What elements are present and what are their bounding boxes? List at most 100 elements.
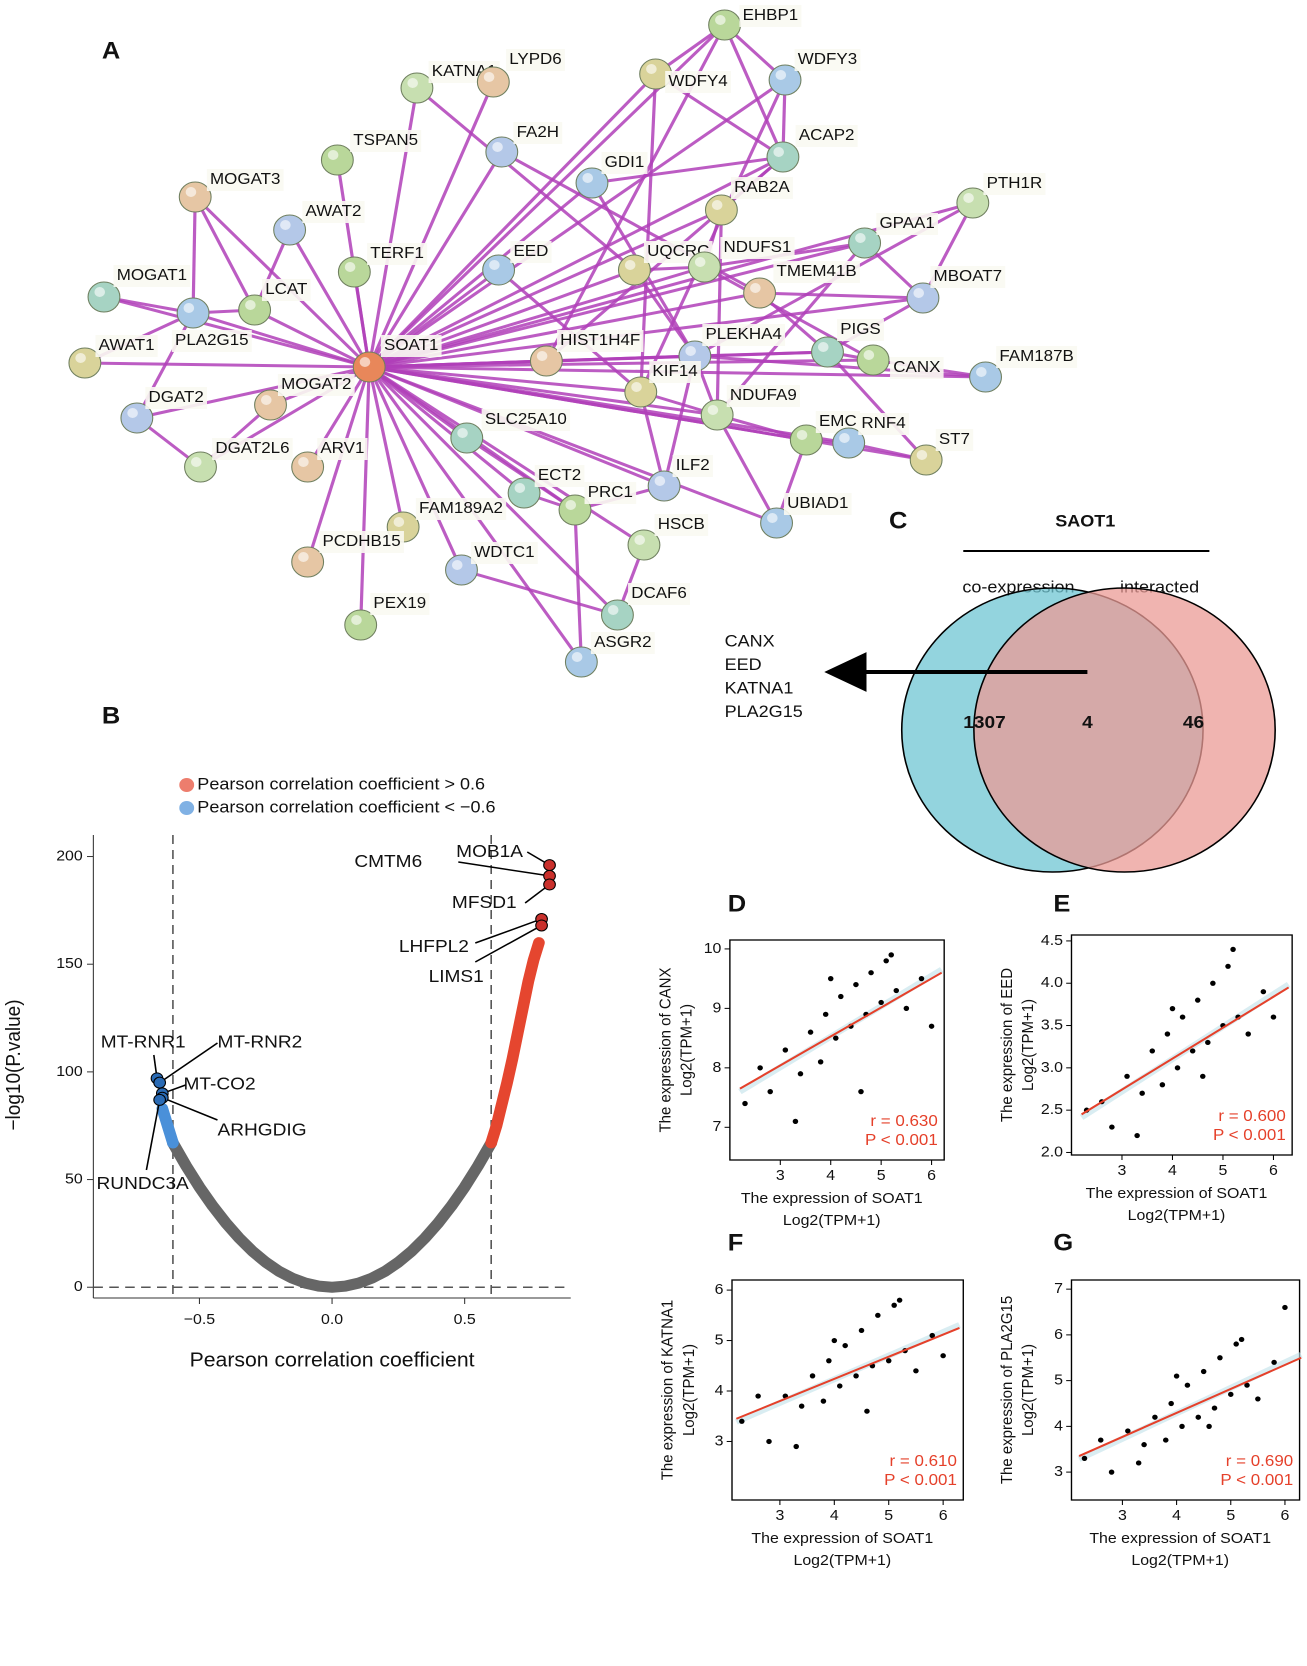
node-highlight <box>767 513 778 523</box>
data-point <box>858 1089 864 1095</box>
data-point <box>1184 1382 1191 1388</box>
interaction-edge <box>368 365 778 525</box>
interaction-edge <box>415 86 636 272</box>
y-axis-label: The expression of CANX <box>657 968 674 1133</box>
node-label: LYPD6 <box>509 51 561 68</box>
label-background <box>302 201 365 223</box>
data-point <box>858 1327 865 1334</box>
node-label: GDI1 <box>605 154 645 171</box>
interaction-edge <box>288 229 371 368</box>
label-background <box>739 5 802 27</box>
node-label: ARV1 <box>320 440 364 457</box>
correlation-stat: r = 0.600 <box>1218 1108 1285 1125</box>
node-label: RAB2A <box>734 179 790 196</box>
label-background <box>858 413 909 435</box>
data-point <box>1108 1469 1115 1475</box>
node-label: TMEM41B <box>777 263 857 280</box>
label-background <box>380 335 442 357</box>
interaction-edge <box>306 366 371 563</box>
data-point <box>1244 1382 1250 1388</box>
data-point <box>807 1029 814 1035</box>
node-highlight <box>94 287 106 297</box>
interaction-edge <box>84 361 370 369</box>
label-background <box>795 125 858 147</box>
x-tick-label: 4 <box>826 1167 835 1183</box>
data-point <box>1200 1073 1206 1079</box>
y-tick-label: 5 <box>715 1332 724 1348</box>
x-axis-label: Pearson correlation coefficient <box>190 1349 475 1371</box>
node-highlight <box>280 220 291 230</box>
correlation-stat: r = 0.690 <box>1226 1453 1293 1470</box>
data-point <box>893 987 900 994</box>
node-highlight <box>407 78 418 88</box>
node-highlight <box>489 260 500 270</box>
interaction-edge <box>723 24 785 158</box>
data-point <box>875 1312 881 1318</box>
node-highlight <box>839 433 850 443</box>
y-axis-label: −log10(P.value) <box>3 999 26 1130</box>
node-label: PTH1R <box>987 175 1043 192</box>
fit-line <box>1078 1356 1302 1457</box>
label-background <box>471 542 538 564</box>
label-background <box>534 465 585 487</box>
data-point <box>1174 1065 1181 1071</box>
label-background <box>277 374 355 396</box>
protein-node <box>766 141 800 173</box>
interaction-edge <box>573 509 583 663</box>
set-circle <box>973 587 1276 873</box>
data-point <box>798 1403 805 1409</box>
label-background <box>510 241 552 263</box>
data-point <box>1162 1437 1169 1443</box>
correlation-stat: P < 0.001 <box>884 1472 957 1489</box>
labeled-point <box>535 919 548 932</box>
node-highlight <box>963 193 974 203</box>
interaction-edge <box>368 155 784 369</box>
node-label: ECT2 <box>538 467 581 484</box>
node-highlight <box>976 367 987 377</box>
point-label: MT-RNR2 <box>217 1031 302 1051</box>
label-background <box>415 498 507 520</box>
node-label: NDUFS1 <box>724 239 792 256</box>
point-band <box>156 1102 179 1149</box>
data-point <box>1179 1014 1186 1020</box>
node-highlight <box>654 476 666 486</box>
y-tick-label: 7 <box>1054 1280 1063 1296</box>
label-background <box>367 243 428 265</box>
y-tick-label: 4 <box>715 1382 724 1398</box>
node-label: MBOAT7 <box>934 268 1002 285</box>
protein-node <box>176 297 210 329</box>
interaction-edge <box>368 365 645 547</box>
node-label: LCAT <box>265 281 307 298</box>
node-label: DGAT2 <box>149 389 204 406</box>
y-tick-label: 10 <box>704 940 722 956</box>
node-highlight <box>624 260 636 270</box>
node-highlight <box>711 200 723 210</box>
label-background <box>206 169 284 191</box>
node-label: EHBP1 <box>743 7 799 24</box>
label-background <box>481 409 571 431</box>
label-leader <box>458 861 550 877</box>
node-highlight <box>75 353 86 363</box>
y-tick-label: 4.0 <box>1041 975 1063 991</box>
interaction-edge <box>368 365 526 495</box>
node-highlight <box>694 257 706 267</box>
data-point <box>918 976 925 982</box>
node-label: MOGAT1 <box>117 267 187 284</box>
interaction-edge <box>359 366 371 626</box>
data-point <box>853 981 859 988</box>
x-axis-label: Log2(TPM+1) <box>793 1552 891 1568</box>
node-highlight <box>863 350 875 360</box>
node-label: TERF1 <box>370 245 424 262</box>
node-label: PIGS <box>840 321 881 338</box>
point-label: MT-RNR1 <box>101 1031 186 1051</box>
protein-node <box>178 181 212 213</box>
y-tick-label: 2.0 <box>1041 1144 1063 1160</box>
label-background <box>113 265 191 287</box>
node-highlight <box>359 357 371 367</box>
y-axis-label: The expression of PLA2G15 <box>999 1296 1016 1484</box>
point-label: MOB1A <box>456 840 523 860</box>
node-label: FA2H <box>517 124 559 141</box>
legend-swatch <box>179 778 195 792</box>
label-background <box>794 49 861 71</box>
set-count: 46 <box>1183 711 1204 731</box>
